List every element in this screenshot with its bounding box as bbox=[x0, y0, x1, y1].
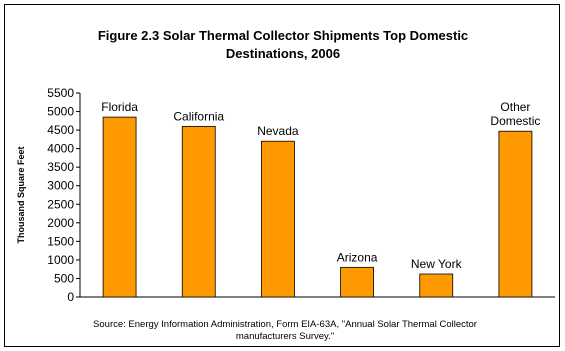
y-axis-title: Thousand Square Feet bbox=[16, 146, 26, 243]
y-tick-label: 1000 bbox=[47, 253, 74, 267]
category-label: Other bbox=[500, 100, 530, 114]
chart-title: Figure 2.3 Solar Thermal Collector Shipm… bbox=[45, 27, 521, 63]
category-label: California bbox=[173, 109, 224, 123]
bar-arizona bbox=[340, 266, 374, 298]
category-label: Arizona bbox=[337, 250, 378, 264]
source-note: Source: Energy Information Administratio… bbox=[65, 319, 505, 343]
y-tick-label: 2500 bbox=[47, 197, 74, 211]
y-tick-label: 4500 bbox=[47, 123, 74, 137]
y-tick-label: 3000 bbox=[47, 179, 74, 193]
y-tick-label: 3500 bbox=[47, 160, 74, 174]
bar-other-domestic bbox=[498, 130, 533, 298]
y-tick-label: 0 bbox=[67, 290, 74, 304]
source-note-line-1: Source: Energy Information Administratio… bbox=[93, 319, 477, 330]
category-label: Florida bbox=[101, 100, 138, 114]
bar-new-york bbox=[419, 273, 454, 298]
source-note-line-2: manufacturers Survey." bbox=[235, 331, 335, 342]
y-tick-label: 500 bbox=[54, 271, 74, 285]
y-tick-label: 1500 bbox=[47, 234, 74, 248]
category-label: Nevada bbox=[257, 124, 299, 138]
bar-nevada bbox=[261, 140, 295, 298]
y-tick-label: 2000 bbox=[47, 216, 74, 230]
chart-title-line-2: Destinations, 2006 bbox=[225, 46, 341, 61]
y-tick-label: 5000 bbox=[47, 105, 74, 119]
y-tick-label: 4000 bbox=[47, 142, 74, 156]
y-tick-label: 5500 bbox=[47, 86, 74, 100]
chart-title-line-1: Figure 2.3 Solar Thermal Collector Shipm… bbox=[97, 28, 469, 43]
bar-florida bbox=[102, 116, 137, 298]
bar-california bbox=[181, 125, 216, 298]
category-label: New York bbox=[411, 257, 463, 271]
category-label: Domestic bbox=[490, 114, 540, 128]
